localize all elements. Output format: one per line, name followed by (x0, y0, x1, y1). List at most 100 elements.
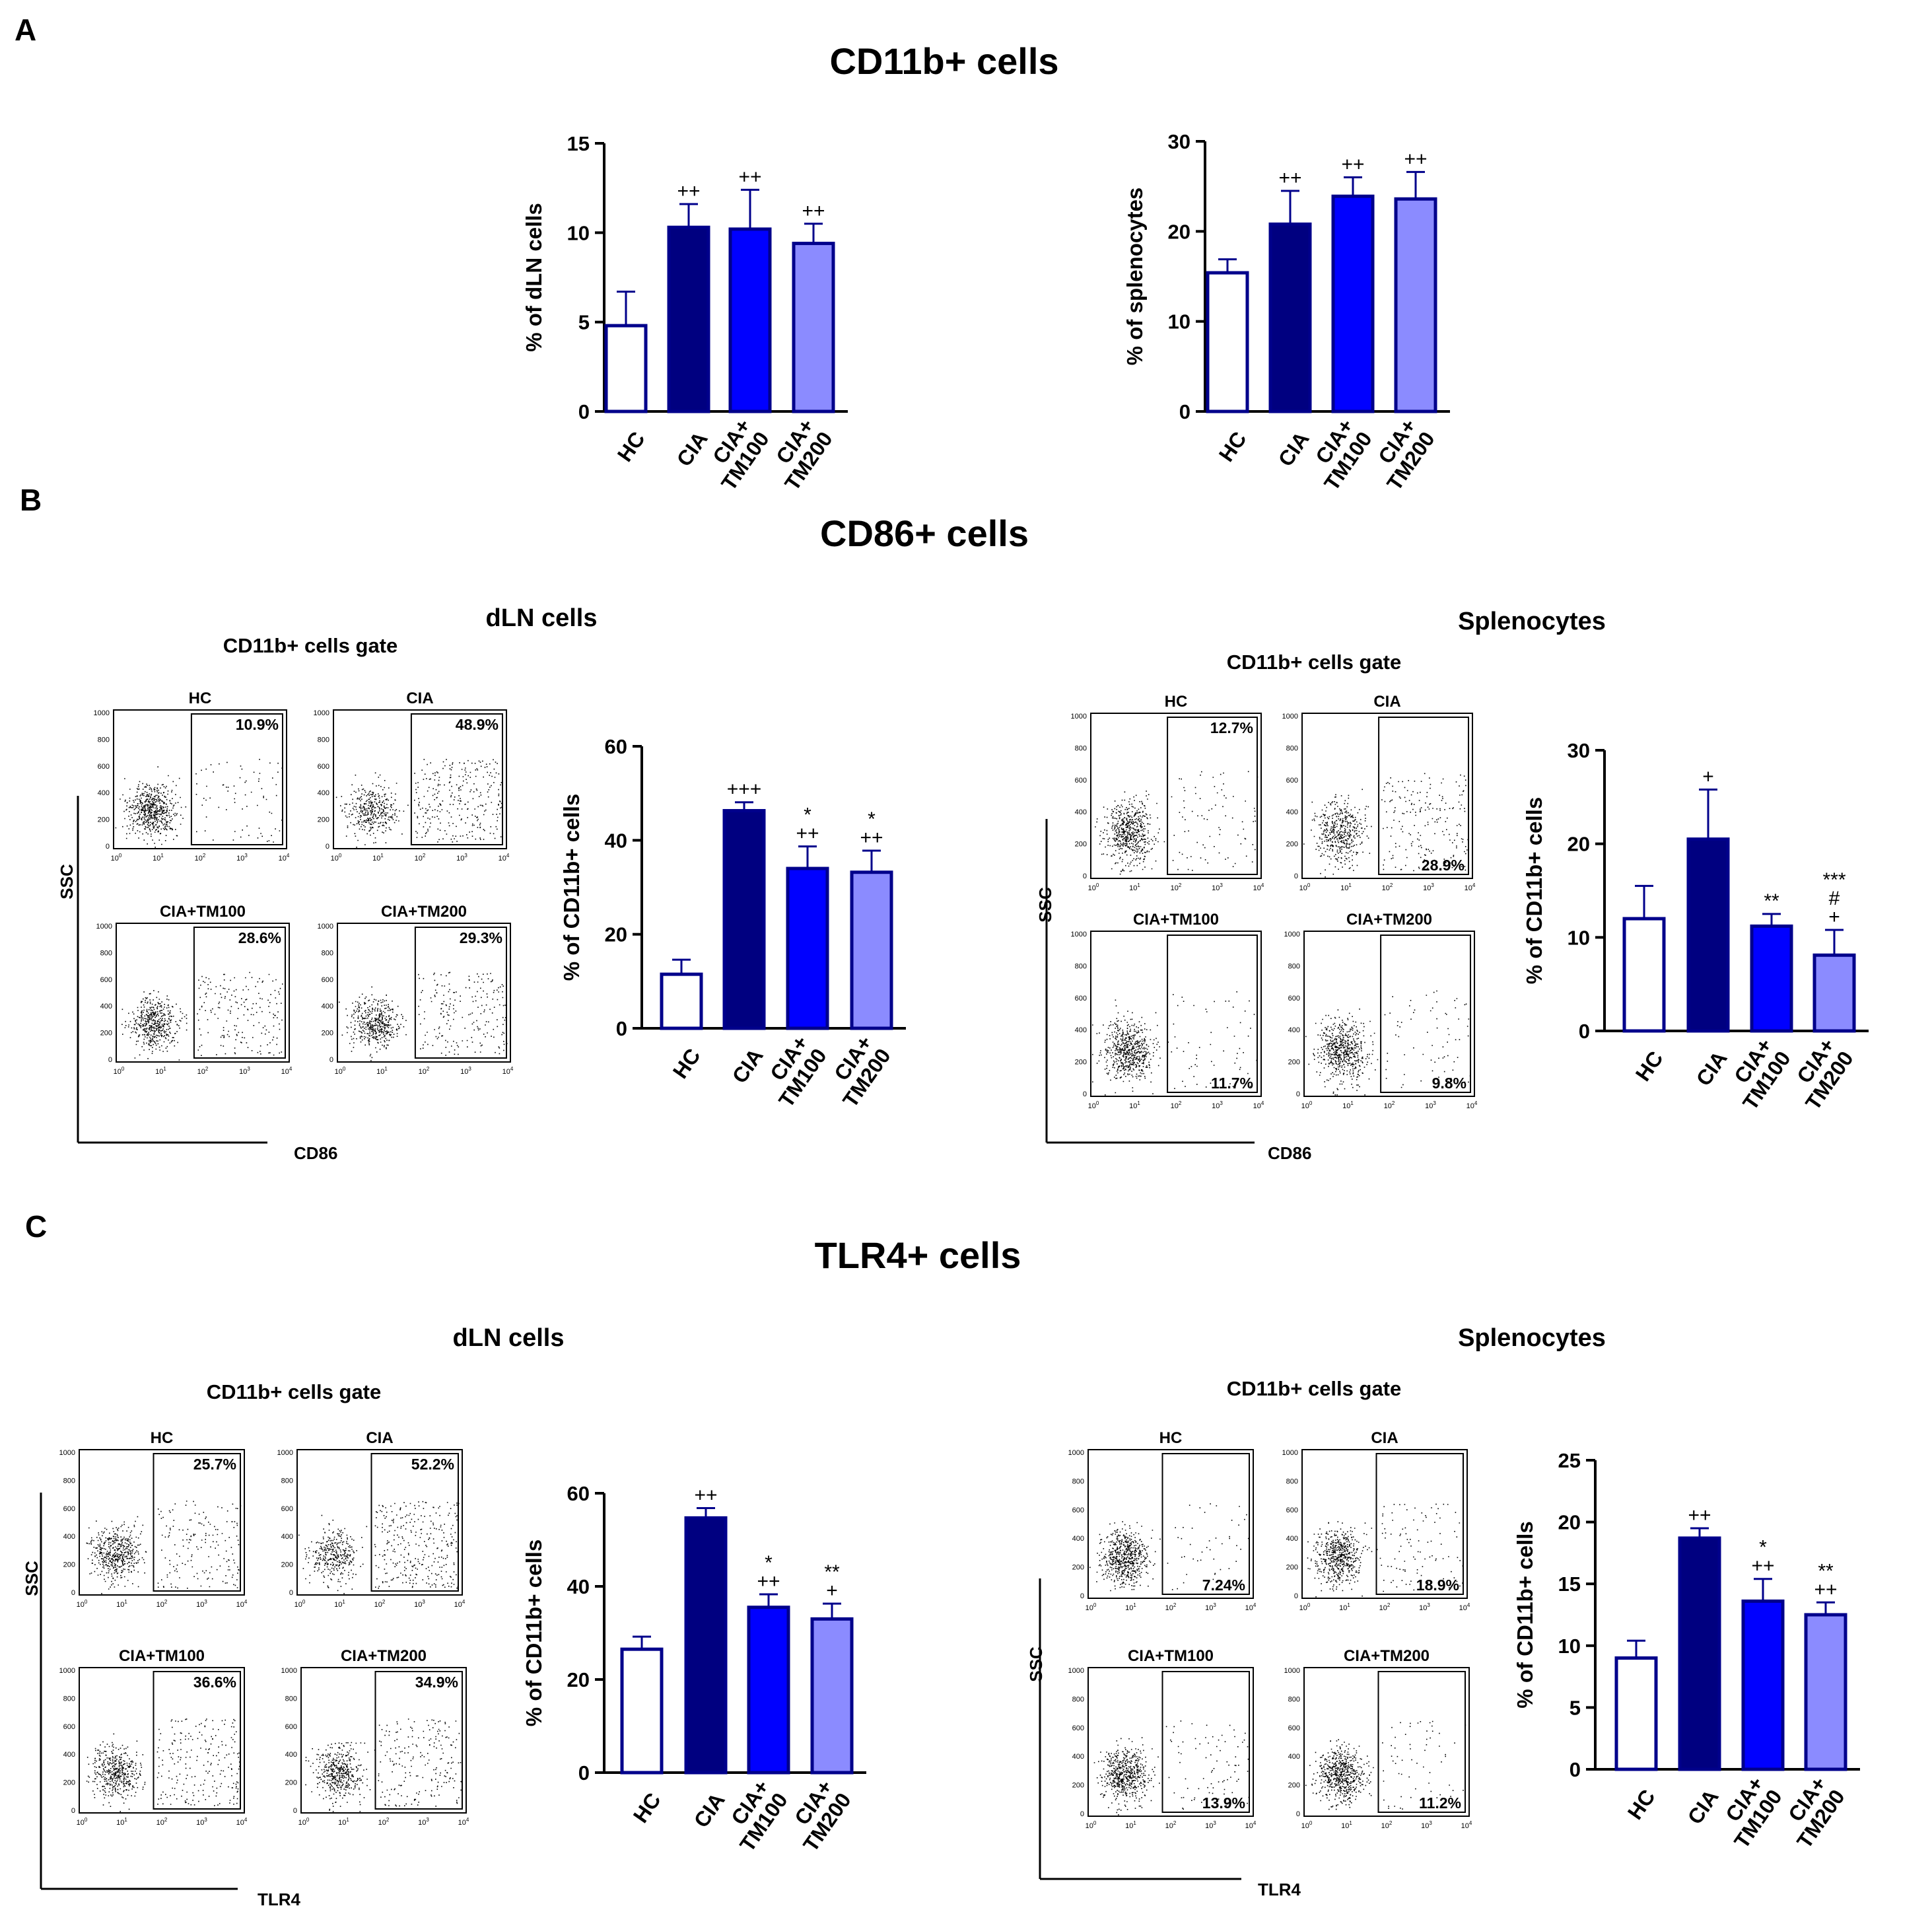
marker-axis-label: CD86 (1268, 1143, 1311, 1163)
flow-x-tick: 101 (1340, 882, 1352, 892)
flow-x-tick-exp: 0 (306, 1817, 310, 1823)
y-tick-label: 10 (1568, 926, 1590, 949)
flow-y-tick: 0 (289, 1589, 293, 1597)
flow-y-tick: 600 (1072, 1506, 1084, 1514)
flow-x-tick-exp: 1 (1349, 1820, 1352, 1826)
flow-y-tick: 400 (1286, 808, 1298, 816)
x-tick-label: CIA (1692, 1047, 1732, 1090)
y-tick-label: 60 (605, 735, 627, 758)
flow-x-tick-exp: 2 (427, 1066, 430, 1072)
flow-y-tick: 1000 (314, 709, 329, 717)
flow-x-tick-exp: 3 (204, 1599, 207, 1605)
flow-plot-frame (296, 1449, 463, 1596)
x-tick-label-group: CIA (728, 1044, 768, 1088)
flow-gate-percent: 12.7% (1210, 719, 1253, 736)
flow-x-tick: 102 (156, 1599, 168, 1609)
flow-y-tick: 400 (1072, 1535, 1084, 1543)
flow-x-tick: 101 (1125, 1820, 1136, 1830)
bar (1206, 271, 1249, 413)
y-tick-label: 0 (616, 1017, 627, 1040)
flow-x-tick-exp: 2 (1387, 1602, 1391, 1608)
y-tick-label: 30 (1568, 739, 1590, 762)
flow-y-tick: 200 (318, 816, 329, 824)
flow-y-tick: 600 (318, 763, 329, 771)
flow-x-tick-exp: 0 (1096, 1100, 1099, 1106)
flow-plot-frame (1087, 1667, 1254, 1817)
flow-x-tick-exp: 1 (1347, 1602, 1350, 1608)
flow-x-tick-exp: 2 (1173, 1820, 1177, 1826)
y-axis-label: % of CD11b+ cells (1522, 797, 1546, 984)
x-tick-label-group: HC (1623, 1785, 1660, 1824)
flow-x-tick: 100 (1299, 882, 1311, 892)
flow-y-tick: 200 (98, 816, 110, 824)
flow-dots (1305, 1720, 1466, 1810)
significance-label: + (826, 1580, 838, 1602)
y-tick-label: 15 (567, 132, 590, 155)
panel-b-spl-gate-label: CD11b+ cells gate (1226, 651, 1402, 674)
panel-letter-b: B (20, 483, 42, 517)
y-axis-label: % of splenocytes (1122, 188, 1147, 366)
flow-x-tick-exp: 3 (1431, 882, 1434, 888)
flow-x-tick-exp: 0 (1309, 1100, 1313, 1106)
flow-x-tick-exp: 2 (1390, 882, 1393, 888)
bar (604, 324, 648, 413)
bar (1804, 1613, 1847, 1771)
flow-x-tick: 103 (1212, 1100, 1223, 1110)
flow-x-tick-exp: 0 (85, 1599, 88, 1605)
flow-y-tick: 600 (63, 1723, 75, 1731)
significance-label: ++ (1341, 154, 1364, 176)
bar (620, 1647, 664, 1775)
y-tick-label: 20 (1568, 833, 1590, 856)
flow-x-tick-exp: 2 (1389, 1820, 1393, 1826)
flow-y-tick: 200 (1286, 1564, 1298, 1572)
significance-label: ++ (1688, 1504, 1711, 1526)
flow-x-tick-exp: 4 (1467, 1602, 1470, 1608)
flow-plot-title: CIA+TM100 (1128, 1647, 1214, 1665)
y-axis-label: % of CD11b+ cells (522, 1539, 546, 1726)
flow-y-tick: 400 (281, 1533, 293, 1541)
flow-x-tick-exp: 4 (244, 1817, 248, 1823)
x-tick-label-group: CIA+TM100 (1729, 1034, 1795, 1114)
flow-y-tick: 400 (1286, 1535, 1298, 1543)
flow-y-tick: 400 (285, 1751, 297, 1759)
flow-x-tick-exp: 0 (121, 1066, 125, 1072)
flow-gate (374, 1671, 463, 1810)
bar (1686, 837, 1730, 1033)
flow-plot-frame (79, 1667, 245, 1814)
flow-x-tick: 103 (196, 1599, 207, 1609)
flow-y-tick: 0 (1296, 1810, 1300, 1818)
flow-y-tick: 600 (322, 976, 333, 984)
flow-y-tick: 200 (1075, 841, 1087, 849)
flow-y-tick: 600 (281, 1505, 293, 1513)
flow-x-tick: 104 (499, 853, 510, 863)
flow-x-tick-exp: 4 (466, 1817, 469, 1823)
flow-y-tick: 0 (326, 843, 329, 851)
flow-y-tick: 400 (63, 1533, 75, 1541)
flow-y-tick: 400 (322, 1003, 333, 1010)
flow-x-tick: 104 (458, 1817, 469, 1827)
flow-plot-frame (1301, 1449, 1468, 1599)
flow-x-tick-exp: 0 (343, 1066, 346, 1072)
flow-y-tick: 600 (1286, 1506, 1298, 1514)
flow-y-tick: 400 (100, 1003, 112, 1010)
x-tick-label-group: CIA+TM200 (790, 1775, 856, 1856)
bar (1268, 222, 1312, 413)
flow-x-tick: 101 (1125, 1602, 1136, 1612)
flow-dots (1092, 991, 1257, 1096)
flow-y-tick: 600 (100, 976, 112, 984)
flow-x-tick: 103 (460, 1066, 471, 1076)
ssc-axis-label: SSC (1035, 887, 1055, 923)
significance-label: ++ (802, 200, 825, 222)
flow-x-tick: 101 (153, 853, 164, 863)
flow-y-tick: 1000 (281, 1667, 297, 1675)
x-tick-label: HC (613, 427, 650, 466)
panel-letter-c: C (25, 1209, 48, 1244)
y-axis-label: % of CD11b+ cells (559, 794, 584, 981)
flow-x-tick-exp: 0 (1093, 1602, 1097, 1608)
flow-x-tick: 100 (114, 1066, 125, 1076)
flow-y-tick: 600 (1072, 1724, 1084, 1732)
flow-dots (121, 972, 286, 1061)
flow-x-tick: 100 (1088, 882, 1099, 892)
